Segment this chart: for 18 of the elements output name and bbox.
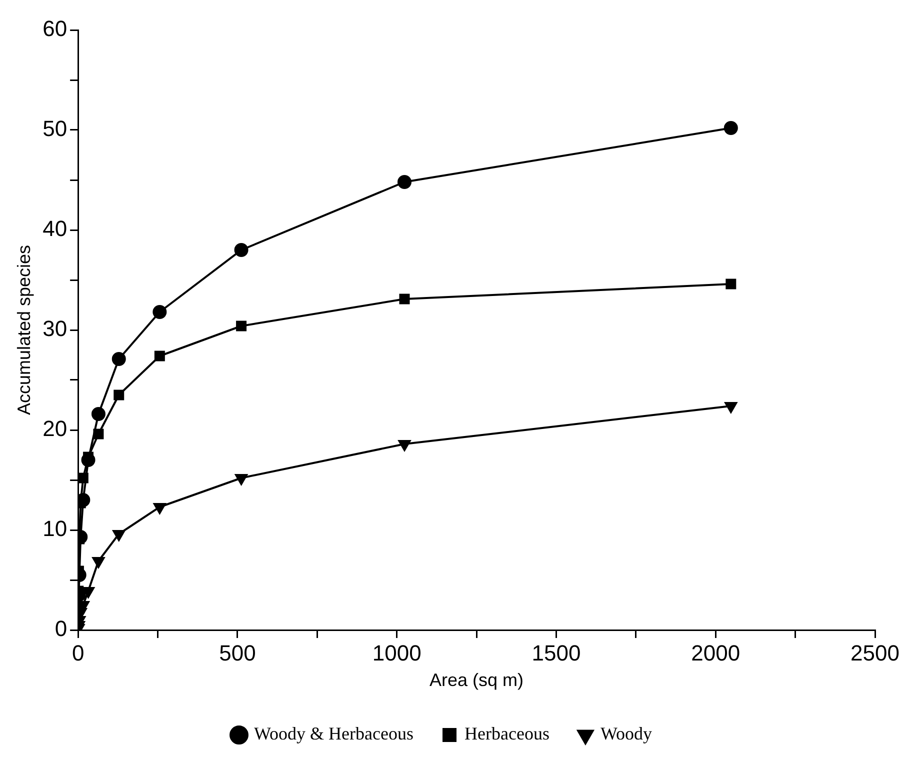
- y-tick-label: 10: [42, 516, 68, 542]
- x-tick-label: 1500: [532, 640, 581, 666]
- y-tick-label: 0: [54, 616, 68, 642]
- legend-label: Herbaceous: [464, 724, 550, 744]
- y-tick-label: 40: [42, 216, 68, 242]
- x-tick-label: 0: [72, 640, 84, 666]
- x-tick-label: 1000: [372, 640, 422, 666]
- y-tick-label: 60: [42, 16, 68, 42]
- legend-label: Woody & Herbaceous: [254, 724, 414, 744]
- x-tick-label: 500: [219, 640, 256, 666]
- x-axis-title: Area (sq m): [430, 670, 524, 690]
- y-tick-label: 30: [42, 316, 68, 342]
- y-tick-label: 50: [42, 116, 68, 142]
- x-tick-label: 2000: [691, 640, 740, 666]
- x-tick-label: 2500: [850, 640, 900, 666]
- legend-label: Woody: [600, 724, 652, 744]
- y-axis-title: Accumulated species: [14, 244, 34, 416]
- y-tick-label: 20: [42, 416, 68, 442]
